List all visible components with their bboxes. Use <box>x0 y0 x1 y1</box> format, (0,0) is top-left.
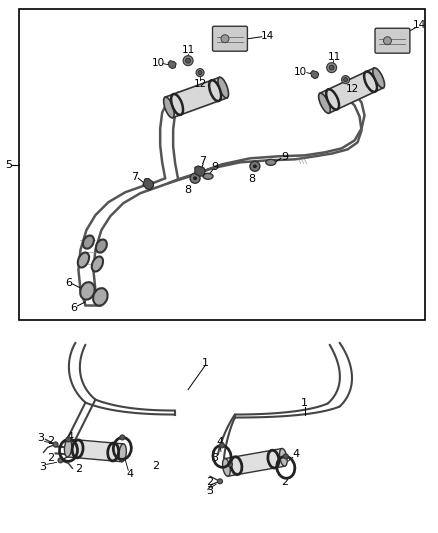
Circle shape <box>183 55 193 66</box>
Circle shape <box>384 37 392 45</box>
Polygon shape <box>320 68 383 113</box>
Circle shape <box>53 442 58 447</box>
Text: 11: 11 <box>181 45 195 55</box>
Polygon shape <box>168 61 176 69</box>
Text: 4: 4 <box>292 449 299 459</box>
Text: 10: 10 <box>152 58 165 68</box>
Text: 4: 4 <box>127 470 134 479</box>
Ellipse shape <box>223 458 230 477</box>
Text: 7: 7 <box>199 156 207 166</box>
Circle shape <box>186 58 191 63</box>
Text: 9: 9 <box>212 163 219 172</box>
Text: 3: 3 <box>37 433 44 443</box>
Polygon shape <box>225 449 285 476</box>
Circle shape <box>283 454 288 459</box>
Circle shape <box>327 63 337 72</box>
Circle shape <box>227 462 233 467</box>
Circle shape <box>219 443 225 448</box>
Bar <box>19 9 425 320</box>
Text: 6: 6 <box>70 303 77 313</box>
Text: 14: 14 <box>413 20 426 30</box>
Text: 6: 6 <box>65 278 72 288</box>
Polygon shape <box>165 77 227 118</box>
Text: 4: 4 <box>216 438 223 447</box>
Ellipse shape <box>373 68 385 88</box>
Text: 10: 10 <box>294 67 307 77</box>
Ellipse shape <box>80 282 95 300</box>
Text: 8: 8 <box>248 174 255 184</box>
Text: 14: 14 <box>261 31 275 41</box>
Circle shape <box>58 458 63 463</box>
Text: 3: 3 <box>212 454 219 463</box>
Text: 2: 2 <box>47 454 54 463</box>
Ellipse shape <box>64 439 72 457</box>
Circle shape <box>329 65 334 70</box>
Ellipse shape <box>266 159 276 165</box>
Polygon shape <box>143 179 154 190</box>
Text: 1: 1 <box>201 358 208 368</box>
Circle shape <box>190 173 200 183</box>
Ellipse shape <box>203 173 213 179</box>
Text: 2: 2 <box>206 478 214 487</box>
Circle shape <box>342 76 350 84</box>
Circle shape <box>120 435 125 440</box>
Ellipse shape <box>78 253 89 268</box>
Circle shape <box>343 78 348 82</box>
Ellipse shape <box>96 239 107 253</box>
Circle shape <box>254 165 256 168</box>
Text: 2: 2 <box>75 464 82 474</box>
Ellipse shape <box>92 256 103 271</box>
Text: 3: 3 <box>39 462 46 472</box>
Ellipse shape <box>119 444 126 462</box>
Ellipse shape <box>279 448 287 466</box>
Text: 2: 2 <box>281 478 288 487</box>
Text: 3: 3 <box>207 486 214 496</box>
Text: 5: 5 <box>5 160 12 171</box>
Text: 4: 4 <box>67 432 74 442</box>
Circle shape <box>250 161 260 171</box>
Ellipse shape <box>93 288 108 305</box>
Text: 12: 12 <box>194 78 207 88</box>
Text: 2: 2 <box>152 462 159 471</box>
Text: 7: 7 <box>131 172 138 182</box>
Text: 2: 2 <box>47 437 54 447</box>
Circle shape <box>196 69 204 77</box>
Text: 12: 12 <box>346 84 359 94</box>
Text: 1: 1 <box>301 398 308 408</box>
Circle shape <box>66 437 71 442</box>
Text: 8: 8 <box>184 185 192 195</box>
Text: 9: 9 <box>281 152 288 163</box>
Polygon shape <box>195 166 205 176</box>
Text: 11: 11 <box>328 52 341 62</box>
Ellipse shape <box>83 236 94 249</box>
Circle shape <box>218 479 223 484</box>
Polygon shape <box>311 71 319 78</box>
Ellipse shape <box>318 93 330 114</box>
Ellipse shape <box>218 77 229 98</box>
Circle shape <box>198 71 202 75</box>
Polygon shape <box>67 439 124 462</box>
Circle shape <box>194 177 197 180</box>
FancyBboxPatch shape <box>212 26 247 51</box>
FancyBboxPatch shape <box>375 28 410 53</box>
Circle shape <box>221 35 229 43</box>
Ellipse shape <box>164 97 174 118</box>
